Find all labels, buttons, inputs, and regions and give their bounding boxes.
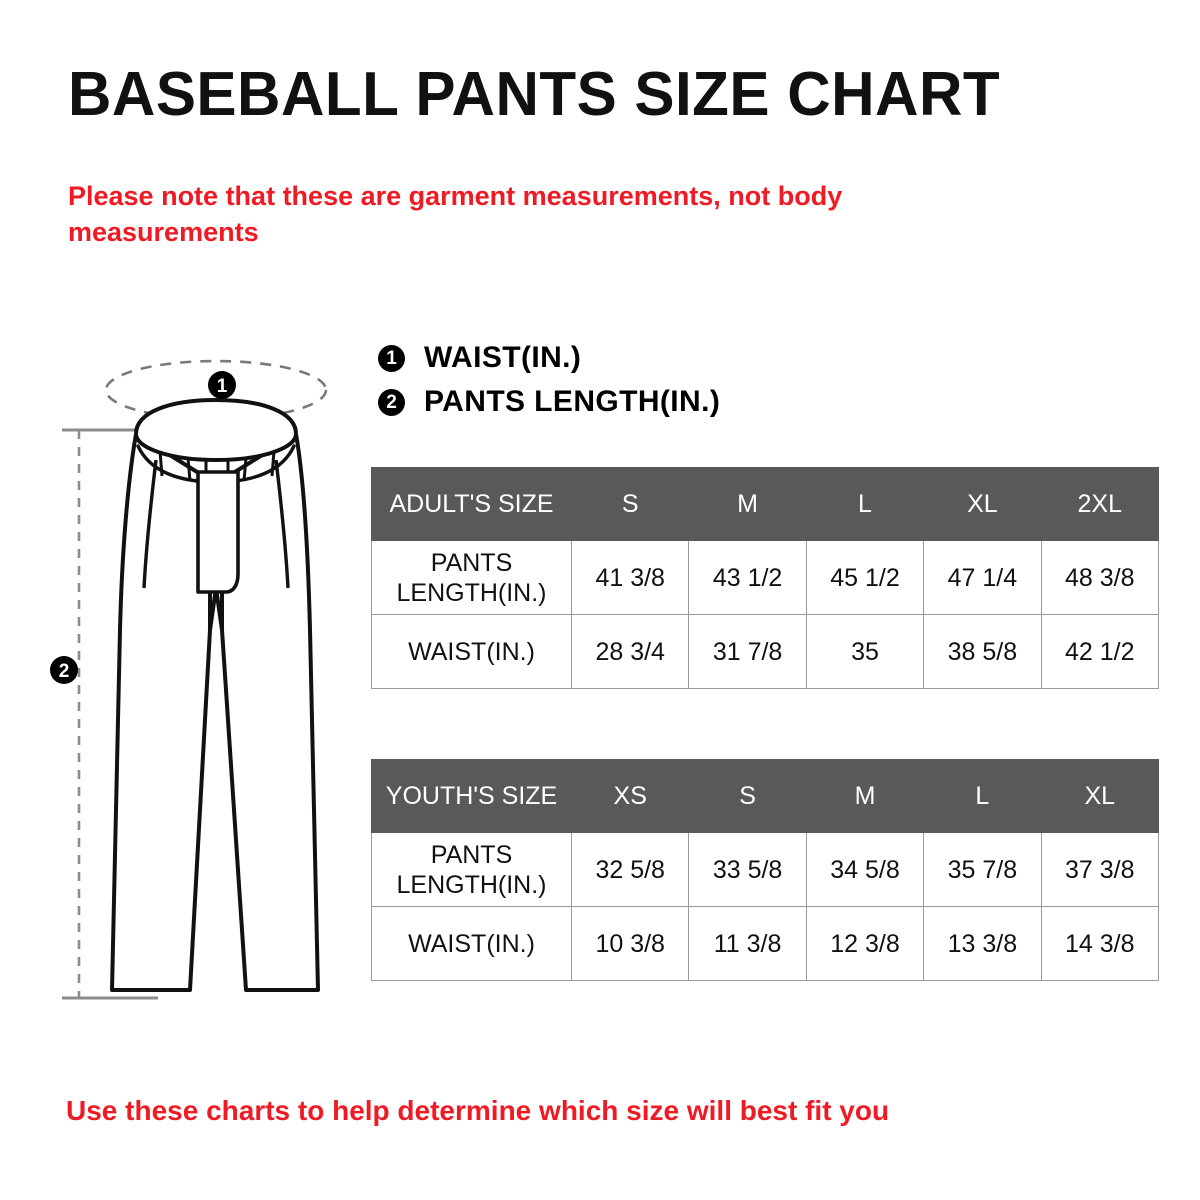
pants-fly-placket bbox=[196, 470, 240, 594]
page-title: BASEBALL PANTS SIZE CHART bbox=[68, 60, 1001, 129]
table-row: WAIST(IN.) 28 3/4 31 7/8 35 38 5/8 42 1/… bbox=[371, 614, 1159, 689]
belt-loop-left bbox=[158, 450, 164, 477]
belt-loop-left-2 bbox=[186, 457, 192, 482]
waist-marker-badge: 1 bbox=[208, 371, 236, 399]
adult-waist-s: 28 3/4 bbox=[570, 614, 690, 689]
footer-note: Use these charts to help determine which… bbox=[66, 1095, 890, 1126]
adult-col-header-s: S bbox=[570, 467, 690, 541]
youth-table-header-row: YOUTH'S SIZE XS S M L XL bbox=[371, 759, 1159, 833]
pants-pocket-left bbox=[142, 459, 158, 589]
adult-pants-length-l: 45 1/2 bbox=[805, 540, 925, 615]
pants-waistband-top bbox=[134, 398, 298, 462]
waist-marker-number: 1 bbox=[217, 376, 228, 397]
youth-waist-l: 13 3/8 bbox=[923, 906, 1042, 981]
youth-col-header-l: L bbox=[923, 759, 1042, 833]
adult-table-header-row: ADULT'S SIZE S M L XL 2XL bbox=[371, 467, 1159, 541]
belt-loop-right-2 bbox=[270, 450, 276, 477]
youth-row-label-waist: WAIST(IN.) bbox=[371, 906, 572, 981]
length-marker-number: 2 bbox=[59, 661, 70, 682]
belt-loop-right bbox=[242, 457, 248, 482]
adult-pants-length-s: 41 3/8 bbox=[570, 540, 690, 615]
adult-col-header-l: L bbox=[805, 467, 925, 541]
youth-col-header-s: S bbox=[688, 759, 807, 833]
adult-waist-2xl: 42 1/2 bbox=[1040, 614, 1159, 689]
table-row: PANTS LENGTH(IN.) 32 5/8 33 5/8 34 5/8 3… bbox=[371, 832, 1159, 907]
measurement-disclaimer: Please note that these are garment measu… bbox=[68, 181, 843, 247]
legend-marker-1-icon: 1 bbox=[378, 344, 405, 372]
youth-col-header-m: M bbox=[805, 759, 925, 833]
legend-item-waist: 1 WAIST(IN.) bbox=[378, 336, 720, 380]
adult-size-table: ADULT'S SIZE S M L XL 2XL PANTS LENGTH(I… bbox=[371, 467, 1159, 689]
youth-waist-s: 11 3/8 bbox=[688, 906, 807, 981]
youth-pants-length-xs: 32 5/8 bbox=[570, 832, 690, 907]
adult-row-label-waist: WAIST(IN.) bbox=[371, 614, 572, 689]
adult-waist-m: 31 7/8 bbox=[688, 614, 807, 689]
measurement-legend: 1 WAIST(IN.) 2 PANTS LENGTH(IN.) bbox=[378, 336, 720, 424]
youth-waist-xl: 14 3/8 bbox=[1040, 906, 1159, 981]
pants-pocket-right bbox=[274, 459, 290, 589]
adult-size-header: ADULT'S SIZE bbox=[371, 467, 572, 541]
youth-col-header-xl: XL bbox=[1040, 759, 1159, 833]
pants-right-leg bbox=[220, 432, 320, 992]
pants-left-leg bbox=[110, 432, 212, 992]
table-row: WAIST(IN.) 10 3/8 11 3/8 12 3/8 13 3/8 1… bbox=[371, 906, 1159, 981]
youth-waist-m: 12 3/8 bbox=[805, 906, 925, 981]
adult-pants-length-xl: 47 1/4 bbox=[923, 540, 1042, 615]
youth-pants-length-s: 33 5/8 bbox=[688, 832, 807, 907]
adult-waist-xl: 38 5/8 bbox=[923, 614, 1042, 689]
youth-pants-length-xl: 37 3/8 bbox=[1040, 832, 1159, 907]
adult-pants-length-m: 43 1/2 bbox=[688, 540, 807, 615]
pants-illustration: 1 2 bbox=[50, 330, 370, 1020]
table-row: PANTS LENGTH(IN.) 41 3/8 43 1/2 45 1/2 4… bbox=[371, 540, 1159, 615]
youth-waist-xs: 10 3/8 bbox=[570, 906, 690, 981]
length-marker-badge: 2 bbox=[50, 656, 78, 684]
youth-pants-length-m: 34 5/8 bbox=[805, 832, 925, 907]
youth-size-header: YOUTH'S SIZE bbox=[371, 759, 572, 833]
adult-waist-l: 35 bbox=[805, 614, 925, 689]
waist-loop-dashed-ellipse bbox=[104, 359, 328, 421]
adult-col-header-xl: XL bbox=[923, 467, 1042, 541]
adult-col-header-2xl: 2XL bbox=[1040, 467, 1159, 541]
legend-marker-2-icon: 2 bbox=[378, 388, 405, 416]
adult-row-label-pants-length: PANTS LENGTH(IN.) bbox=[371, 540, 572, 615]
youth-size-table: YOUTH'S SIZE XS S M L XL PANTS LENGTH(IN… bbox=[371, 759, 1159, 981]
adult-col-header-m: M bbox=[688, 467, 807, 541]
youth-pants-length-l: 35 7/8 bbox=[923, 832, 1042, 907]
legend-label-pants-length: PANTS LENGTH(IN.) bbox=[424, 385, 721, 418]
adult-pants-length-2xl: 48 3/8 bbox=[1040, 540, 1159, 615]
youth-row-label-pants-length: PANTS LENGTH(IN.) bbox=[371, 832, 572, 907]
legend-item-pants-length: 2 PANTS LENGTH(IN.) bbox=[378, 380, 720, 424]
legend-label-waist: WAIST(IN.) bbox=[424, 341, 582, 374]
youth-col-header-xs: XS bbox=[570, 759, 690, 833]
